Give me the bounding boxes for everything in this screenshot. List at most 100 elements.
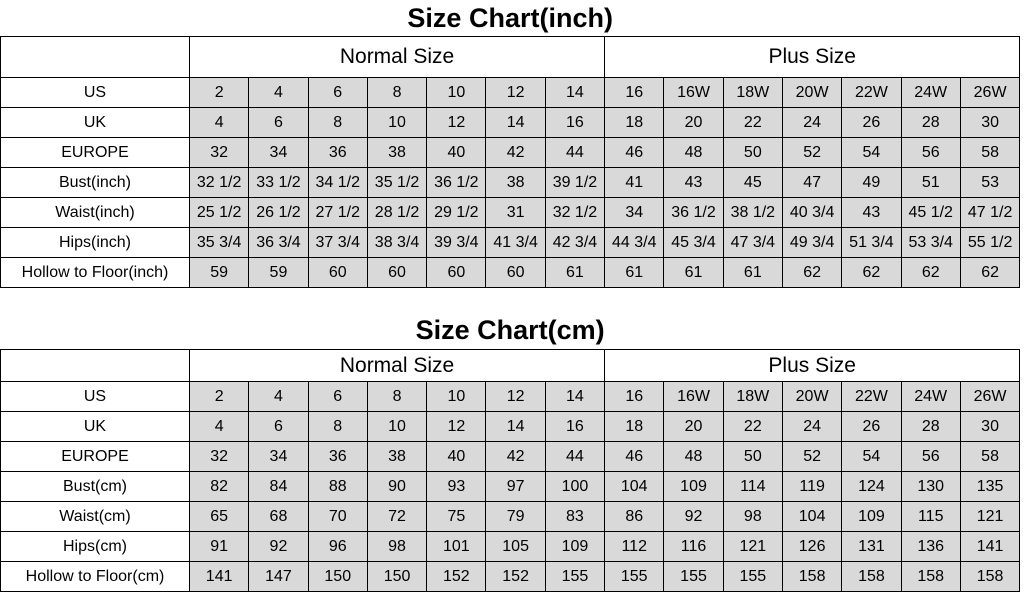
value-cell: 34 1/2 [307,167,368,198]
value-cell: 75 [426,501,487,532]
value-cell: 60 [426,257,487,288]
value-cell: 12 [485,77,546,108]
value-cell: 135 [959,471,1021,502]
value-cell: 96 [307,531,368,562]
value-cell: 16W [663,77,724,108]
value-cell: 16W [663,381,724,412]
table-title: Size Chart(inch) [0,0,1020,37]
value-cell: 56 [900,441,961,472]
value-cell: 10 [366,411,428,442]
value-cell: 62 [781,257,843,288]
value-cell: 49 [841,167,902,198]
row-label: Bust(cm) [0,471,190,502]
value-cell: 58 [959,137,1021,168]
row-label: US [0,77,190,108]
value-cell: 10 [366,107,428,138]
value-cell: 109 [544,531,606,562]
value-cell: 60 [366,257,428,288]
table-title: Size Chart(cm) [0,311,1020,350]
value-cell: 24 [781,411,843,442]
value-cell: 22 [722,411,783,442]
value-cell: 43 [841,197,902,228]
value-cell: 41 3/4 [485,227,546,258]
value-cell: 25 1/2 [188,197,250,228]
value-cell: 155 [604,561,665,592]
row-label: EUROPE [0,137,190,168]
value-cell: 14 [485,411,546,442]
value-cell: 2 [188,77,250,108]
value-cell: 112 [604,531,665,562]
value-cell: 18 [604,107,665,138]
value-cell: 34 [604,197,665,228]
row-label: EUROPE [0,441,190,472]
value-cell: 52 [781,441,843,472]
value-cell: 28 [900,107,961,138]
value-cell: 52 [781,137,843,168]
value-cell: 12 [426,107,487,138]
value-cell: 42 [485,137,546,168]
value-cell: 20 [663,411,724,442]
value-cell: 6 [248,411,309,442]
value-cell: 86 [604,501,665,532]
group-header-plus-size: Plus Size [604,349,1021,382]
row-label: US [0,381,190,412]
value-cell: 47 [781,167,843,198]
value-cell: 90 [366,471,428,502]
value-cell: 30 [959,411,1021,442]
value-cell: 47 1/2 [959,197,1021,228]
value-cell: 92 [663,501,724,532]
value-cell: 26W [959,77,1021,108]
table-row: EUROPE 32 34 36 38 40 42 44 46 48 50 52 54 56 58 [0,441,1021,472]
value-cell: 61 [604,257,665,288]
value-cell: 61 [544,257,606,288]
value-cell: 158 [781,561,843,592]
value-cell: 152 [485,561,546,592]
value-cell: 4 [188,411,250,442]
value-cell: 38 [366,137,428,168]
value-cell: 18 [604,411,665,442]
value-cell: 119 [781,471,843,502]
value-cell: 45 [722,167,783,198]
value-cell: 136 [900,531,961,562]
value-cell: 60 [307,257,368,288]
value-cell: 10 [426,381,487,412]
value-cell: 131 [841,531,902,562]
value-cell: 45 3/4 [663,227,724,258]
value-cell: 46 [604,441,665,472]
value-cell: 6 [307,77,368,108]
value-cell: 20 [663,107,724,138]
row-label: Hollow to Floor(inch) [0,257,190,288]
value-cell: 62 [841,257,902,288]
value-cell: 16 [544,107,606,138]
table-row: UK 4 6 8 10 12 14 16 18 20 22 24 26 28 30 [0,107,1021,138]
row-label: Waist(cm) [0,501,190,532]
table-row: Waist(inch) 25 1/2 26 1/2 27 1/2 28 1/2 29 1/… [0,197,1021,228]
value-cell: 59 [248,257,309,288]
value-cell: 29 1/2 [426,197,487,228]
value-cell: 88 [307,471,368,502]
value-cell: 38 [485,167,546,198]
value-cell: 12 [485,381,546,412]
value-cell: 35 3/4 [188,227,250,258]
value-cell: 54 [841,441,902,472]
table-row: Bust(cm) 82 84 88 90 93 97 100 104 109 114 119 124 13… [0,471,1021,502]
value-cell: 61 [663,257,724,288]
table-row: Hollow to Floor(cm) 141 147 150 150 152 152 155… [0,561,1021,592]
value-cell: 14 [544,381,606,412]
value-cell: 58 [959,441,1021,472]
value-cell: 8 [307,107,368,138]
value-cell: 48 [663,137,724,168]
value-cell: 84 [248,471,309,502]
value-cell: 38 1/2 [722,197,783,228]
value-cell: 44 3/4 [604,227,665,258]
row-label: UK [0,107,190,138]
value-cell: 104 [781,501,843,532]
value-cell: 4 [248,77,309,108]
corner-cell [0,36,190,78]
table-row: UK 4 6 8 10 12 14 16 18 20 22 24 26 28 30 [0,411,1021,442]
value-cell: 35 1/2 [366,167,428,198]
value-cell: 62 [900,257,961,288]
value-cell: 51 [900,167,961,198]
value-cell: 98 [366,531,428,562]
value-cell: 8 [307,411,368,442]
